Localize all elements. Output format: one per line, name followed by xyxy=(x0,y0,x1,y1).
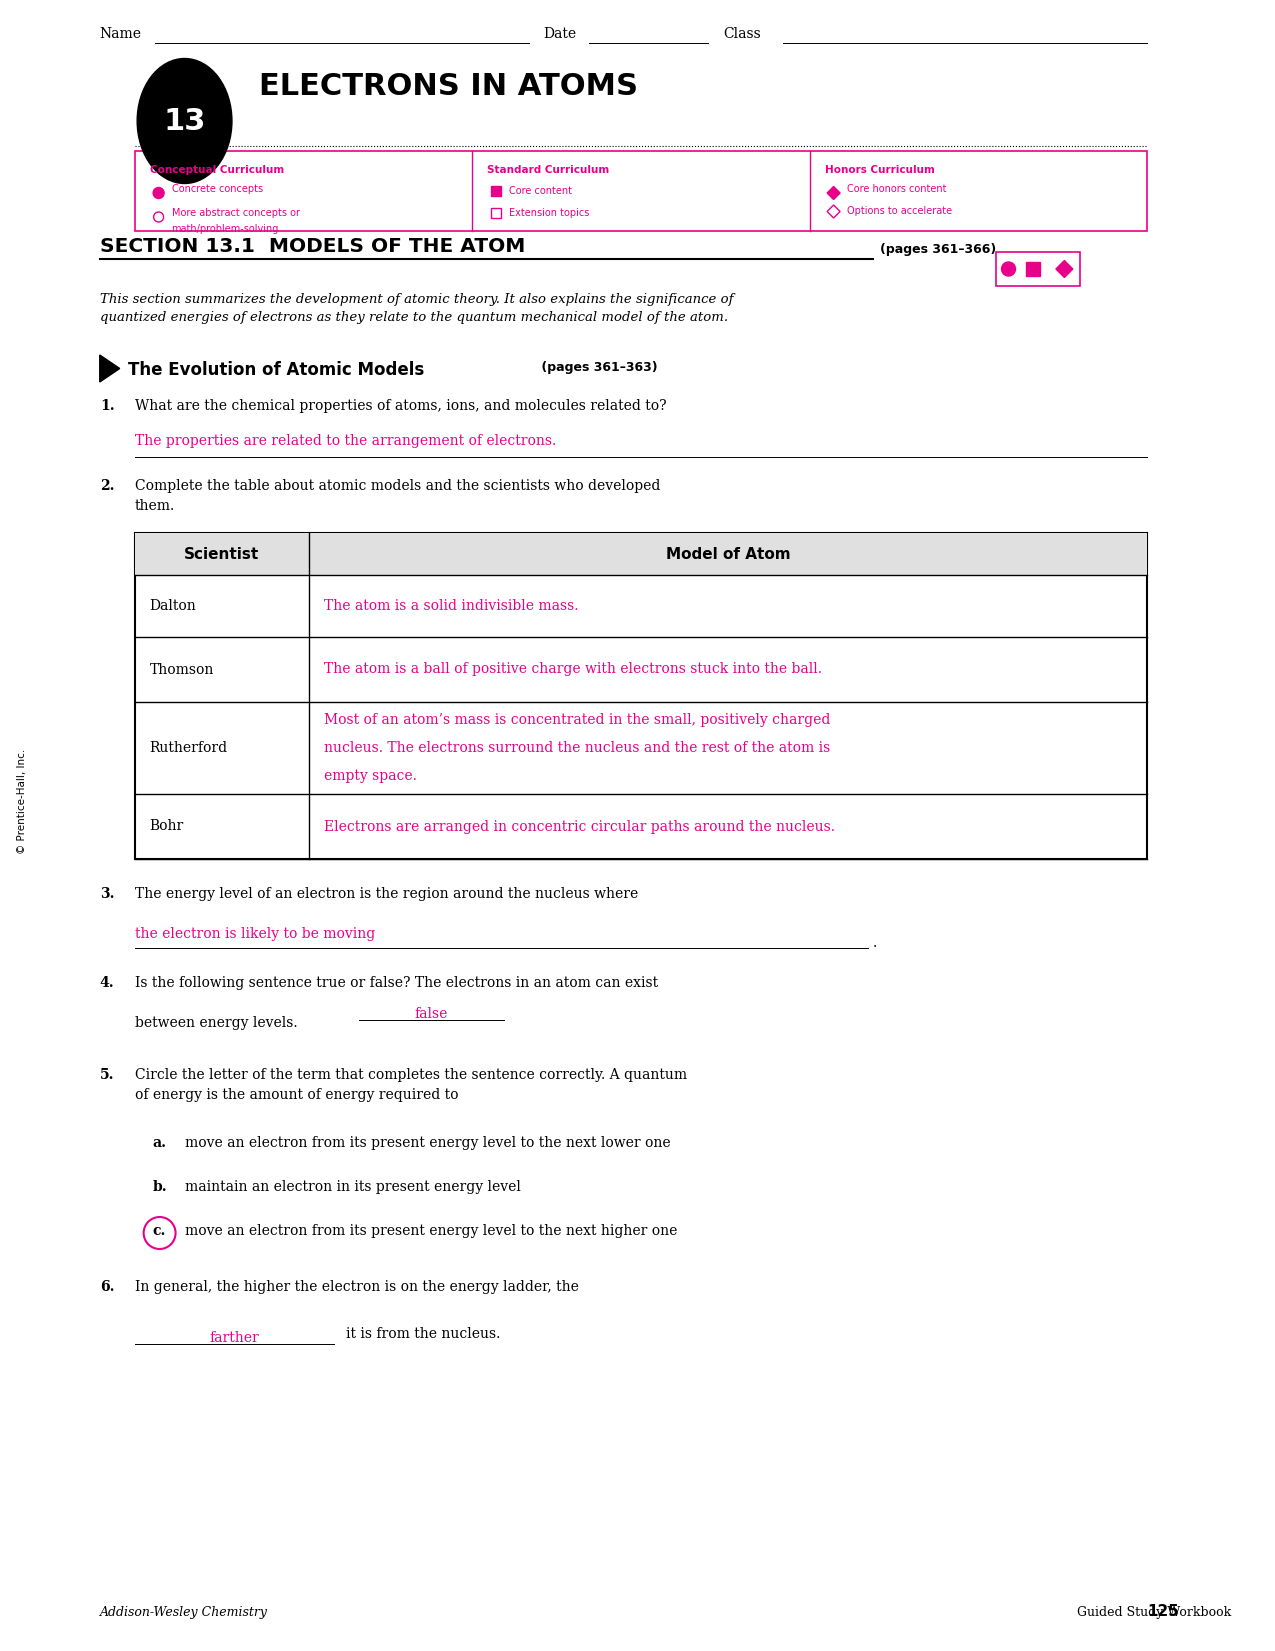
Text: move an electron from its present energy level to the next higher one: move an electron from its present energy… xyxy=(185,1223,677,1238)
Text: Extension topics: Extension topics xyxy=(509,208,589,218)
Bar xyxy=(491,208,501,218)
Text: Honors Curriculum: Honors Curriculum xyxy=(825,165,935,175)
Circle shape xyxy=(1002,263,1015,276)
Text: Conceptual Curriculum: Conceptual Curriculum xyxy=(149,165,284,175)
Text: nucleus. The electrons surround the nucleus and the rest of the atom is: nucleus. The electrons surround the nucl… xyxy=(324,741,830,755)
Text: it is from the nucleus.: it is from the nucleus. xyxy=(346,1327,501,1341)
Text: Rutherford: Rutherford xyxy=(149,741,228,755)
Text: Scientist: Scientist xyxy=(185,546,260,561)
Text: Guided Study Workbook: Guided Study Workbook xyxy=(1077,1606,1232,1620)
Text: b.: b. xyxy=(153,1180,167,1194)
Text: Bohr: Bohr xyxy=(149,819,184,834)
Circle shape xyxy=(144,1217,176,1250)
Text: 2.: 2. xyxy=(99,479,115,494)
Ellipse shape xyxy=(138,58,232,183)
Text: Core honors content: Core honors content xyxy=(847,183,946,195)
Text: Dalton: Dalton xyxy=(149,599,196,613)
Text: 4.: 4. xyxy=(99,976,115,991)
Text: (pages 361–363): (pages 361–363) xyxy=(537,362,658,375)
Text: Most of an atom’s mass is concentrated in the small, positively charged: Most of an atom’s mass is concentrated i… xyxy=(324,713,830,726)
Bar xyxy=(135,150,1148,231)
Text: farther: farther xyxy=(209,1331,259,1346)
Text: Class: Class xyxy=(723,26,761,41)
Text: false: false xyxy=(414,1007,448,1020)
Text: .: . xyxy=(873,936,877,949)
Text: In general, the higher the electron is on the energy ladder, the: In general, the higher the electron is o… xyxy=(135,1280,579,1294)
Text: More abstract concepts or: More abstract concepts or xyxy=(172,208,300,218)
Text: Is the following sentence true or false? The electrons in an atom can exist: Is the following sentence true or false?… xyxy=(135,976,658,991)
Text: the electron is likely to be moving: the electron is likely to be moving xyxy=(135,926,375,941)
Text: math/problem-solving: math/problem-solving xyxy=(172,225,279,234)
Text: Thomson: Thomson xyxy=(149,662,214,677)
Circle shape xyxy=(153,211,163,221)
Text: SECTION 13.1  MODELS OF THE ATOM: SECTION 13.1 MODELS OF THE ATOM xyxy=(99,238,525,256)
Text: 3.: 3. xyxy=(99,887,115,901)
Polygon shape xyxy=(1056,261,1072,277)
Text: Complete the table about atomic models and the scientists who developed
them.: Complete the table about atomic models a… xyxy=(135,479,660,512)
Text: Addison-Wesley Chemistry: Addison-Wesley Chemistry xyxy=(99,1606,268,1620)
Text: This section summarizes the development of atomic theory. It also explains the s: This section summarizes the development … xyxy=(99,292,733,325)
Text: The atom is a solid indivisible mass.: The atom is a solid indivisible mass. xyxy=(324,599,579,613)
Text: The Evolution of Atomic Models: The Evolution of Atomic Models xyxy=(128,362,423,380)
Text: 6.: 6. xyxy=(99,1280,115,1294)
Bar xyxy=(1026,263,1040,276)
Text: Circle the letter of the term that completes the sentence correctly. A quantum
o: Circle the letter of the term that compl… xyxy=(135,1068,687,1103)
Text: c.: c. xyxy=(153,1223,166,1238)
Text: move an electron from its present energy level to the next lower one: move an electron from its present energy… xyxy=(185,1136,671,1151)
Text: What are the chemical properties of atoms, ions, and molecules related to?: What are the chemical properties of atom… xyxy=(135,400,667,413)
Text: between energy levels.: between energy levels. xyxy=(135,1015,297,1030)
Text: (pages 361–366): (pages 361–366) xyxy=(880,243,996,256)
Polygon shape xyxy=(99,355,120,381)
Text: Model of Atom: Model of Atom xyxy=(666,546,790,561)
Text: ELECTRONS IN ATOMS: ELECTRONS IN ATOMS xyxy=(259,73,639,101)
Polygon shape xyxy=(827,187,840,200)
Polygon shape xyxy=(827,205,840,218)
Text: The atom is a ball of positive charge with electrons stuck into the ball.: The atom is a ball of positive charge wi… xyxy=(324,662,822,677)
Text: 5.: 5. xyxy=(99,1068,115,1081)
Text: maintain an electron in its present energy level: maintain an electron in its present ener… xyxy=(185,1180,520,1194)
Text: 1.: 1. xyxy=(99,400,115,413)
Text: Core content: Core content xyxy=(509,187,572,196)
Text: © Prentice-Hall, Inc.: © Prentice-Hall, Inc. xyxy=(17,748,27,854)
Text: Concrete concepts: Concrete concepts xyxy=(172,183,263,195)
Text: 125: 125 xyxy=(1148,1605,1179,1620)
Text: Name: Name xyxy=(99,26,142,41)
Bar xyxy=(996,253,1080,286)
Text: The energy level of an electron is the region around the nucleus where: The energy level of an electron is the r… xyxy=(135,887,638,901)
Text: a.: a. xyxy=(153,1136,167,1151)
Text: Standard Curriculum: Standard Curriculum xyxy=(487,165,609,175)
Text: The properties are related to the arrangement of electrons.: The properties are related to the arrang… xyxy=(135,434,556,447)
Bar xyxy=(135,533,1148,859)
Bar xyxy=(491,187,501,196)
Text: 13: 13 xyxy=(163,107,205,135)
Text: Options to accelerate: Options to accelerate xyxy=(847,206,951,216)
Bar xyxy=(135,533,1148,575)
Text: empty space.: empty space. xyxy=(324,769,417,783)
Text: Date: Date xyxy=(543,26,576,41)
Text: Electrons are arranged in concentric circular paths around the nucleus.: Electrons are arranged in concentric cir… xyxy=(324,819,835,834)
Bar xyxy=(491,208,501,218)
Circle shape xyxy=(153,188,164,198)
